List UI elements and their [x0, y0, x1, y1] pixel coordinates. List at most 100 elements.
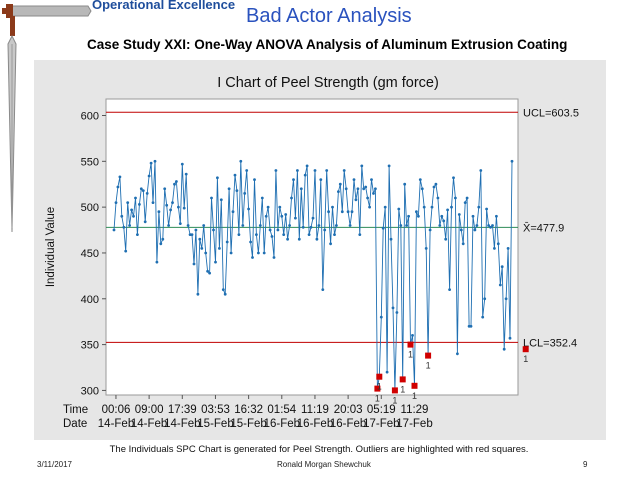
- data-point: [381, 226, 385, 230]
- y-tick-label: 350: [81, 340, 99, 352]
- data-point: [323, 228, 327, 232]
- data-point: [454, 196, 457, 200]
- outlier-flag: 1: [377, 382, 382, 392]
- y-tick-label: 400: [81, 294, 99, 306]
- data-point: [502, 347, 506, 351]
- outlier-marker: [399, 376, 406, 383]
- data-point: [399, 224, 403, 227]
- data-point: [136, 233, 139, 237]
- data-point: [270, 235, 274, 238]
- data-point: [407, 214, 410, 218]
- data-point: [130, 208, 133, 212]
- data-point: [489, 225, 492, 229]
- data-point: [481, 315, 485, 319]
- data-point: [262, 251, 266, 255]
- data-point: [180, 162, 184, 166]
- data-point: [461, 242, 465, 246]
- data-point: [473, 228, 477, 232]
- data-point: [344, 187, 348, 191]
- data-point: [264, 214, 268, 218]
- x-tick-label-time: 01:54: [267, 404, 296, 416]
- x-tick-label-time: 16:32: [234, 404, 263, 416]
- outlier-marker: [376, 373, 383, 380]
- data-point: [286, 237, 289, 241]
- data-point: [231, 210, 235, 214]
- data-point: [272, 256, 276, 259]
- data-point: [186, 224, 190, 227]
- data-point: [457, 213, 461, 216]
- data-point: [432, 185, 436, 189]
- data-point: [278, 205, 282, 209]
- data-point: [446, 208, 449, 212]
- data-point: [362, 187, 366, 191]
- data-point: [483, 297, 487, 301]
- data-point: [496, 242, 500, 246]
- x-tick-label-date: 14-Feb: [98, 418, 134, 430]
- data-point: [245, 169, 249, 172]
- data-point: [225, 240, 229, 244]
- data-point: [360, 164, 364, 168]
- x-row-label-date: Date: [63, 418, 87, 430]
- data-point: [147, 174, 151, 178]
- data-point: [459, 228, 463, 232]
- data-point: [442, 219, 446, 223]
- x-tick-label-time: 00:06: [102, 404, 131, 416]
- data-point: [366, 196, 369, 200]
- y-tick-label: 300: [81, 385, 99, 397]
- data-point: [149, 161, 153, 165]
- data-point: [241, 224, 245, 227]
- data-point: [444, 237, 448, 241]
- slide-caption: The Individuals SPC Chart is generated f…: [109, 444, 529, 455]
- x-tick-label-time: 11:29: [401, 404, 429, 416]
- data-point: [403, 182, 407, 186]
- data-point: [352, 178, 356, 181]
- data-point: [143, 220, 147, 224]
- y-tick-label: 600: [81, 110, 99, 122]
- x-tick-label-date: 14-Feb: [164, 418, 200, 430]
- outlier-flag: 1: [375, 394, 380, 404]
- data-point: [317, 224, 321, 227]
- data-point: [374, 187, 377, 191]
- data-point: [141, 189, 145, 193]
- data-point: [126, 201, 130, 205]
- data-point: [202, 224, 206, 227]
- data-point: [171, 201, 174, 205]
- data-point: [216, 176, 219, 180]
- data-point: [192, 262, 196, 266]
- data-point: [395, 311, 399, 314]
- data-point: [506, 247, 510, 250]
- data-point: [438, 224, 442, 227]
- x-tick-label-date: 17-Feb: [363, 418, 399, 430]
- page-number: 9: [583, 460, 588, 469]
- data-point: [358, 233, 362, 237]
- data-point: [219, 198, 223, 202]
- data-point: [456, 352, 459, 356]
- x-row-label-time: Time: [63, 404, 88, 416]
- data-point: [379, 315, 383, 319]
- control-label-ucl: UCL=603.5: [523, 107, 579, 119]
- data-point: [465, 196, 469, 200]
- data-point: [303, 173, 307, 177]
- data-point: [305, 164, 309, 168]
- data-point: [325, 169, 329, 172]
- x-tick-label-time: 17:39: [168, 404, 197, 416]
- data-point: [190, 233, 194, 237]
- data-point: [292, 178, 295, 181]
- data-point: [327, 210, 330, 214]
- data-point: [249, 240, 253, 244]
- outlier-marker: [407, 341, 414, 348]
- data-point: [321, 288, 325, 291]
- data-point: [485, 207, 488, 211]
- data-point: [284, 213, 288, 216]
- data-point: [383, 205, 387, 209]
- data-point: [122, 225, 126, 229]
- data-point: [229, 251, 233, 255]
- data-point: [182, 206, 186, 210]
- data-point: [422, 205, 426, 209]
- outlier-marker: [425, 352, 432, 359]
- data-point: [177, 205, 180, 209]
- data-point: [331, 205, 334, 209]
- plot-area: [105, 98, 519, 396]
- data-point: [206, 269, 210, 273]
- data-point: [434, 182, 438, 186]
